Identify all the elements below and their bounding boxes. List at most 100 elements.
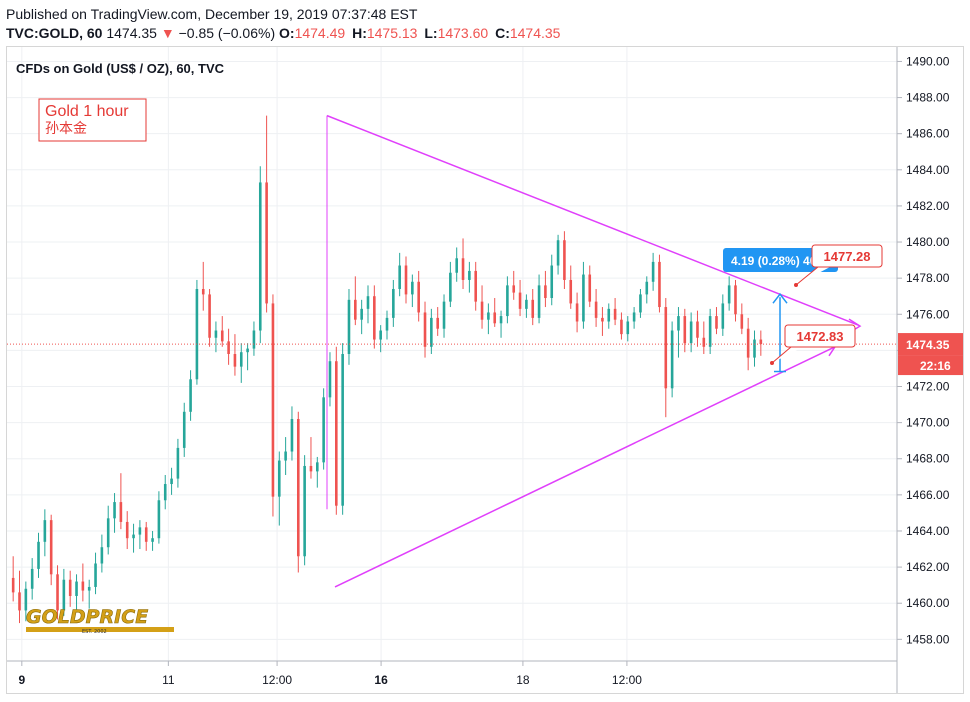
candle-body: [563, 240, 566, 280]
candle-body: [753, 339, 756, 358]
open-label: O:: [279, 25, 295, 41]
candle-body: [94, 563, 97, 587]
down-arrow-icon: ▼: [160, 25, 175, 41]
low-label: L:: [424, 25, 438, 41]
candle-body: [43, 520, 47, 542]
candle-body: [664, 307, 668, 389]
candle-body: [379, 330, 382, 340]
time-tick-label: 9: [18, 673, 25, 687]
candle-body: [493, 312, 497, 324]
candle-body: [176, 447, 180, 479]
high-value: 1475.13: [366, 25, 418, 41]
candle-body: [258, 182, 262, 331]
current-price-tag: [898, 333, 964, 356]
price-tick-label: 1458.00: [906, 632, 950, 646]
price-tick-label: 1480.00: [906, 235, 950, 249]
annotation-box[interactable]: Gold 1 hour 孙本金: [38, 98, 147, 142]
svg-text:EST. 2002: EST. 2002: [82, 629, 107, 635]
candle-body: [594, 301, 598, 318]
candle-body: [151, 538, 154, 542]
candle-body: [144, 527, 148, 542]
candle-body: [734, 285, 737, 315]
candle-body: [347, 299, 351, 354]
callout-anchor: [770, 361, 774, 365]
candle-body: [246, 348, 249, 353]
measure-arrow-icon: [772, 292, 788, 304]
candle-body: [442, 301, 446, 329]
candle-body: [449, 272, 452, 302]
candle-body: [702, 337, 706, 347]
price-tick-label: 1472.00: [906, 380, 950, 394]
candle-body: [518, 292, 522, 309]
price-label-text: 1477.28: [824, 249, 871, 264]
candle-body: [132, 534, 135, 539]
candle-body: [68, 579, 72, 596]
candle-body: [626, 321, 630, 335]
candle-body: [601, 317, 604, 322]
candle-body: [201, 288, 205, 295]
candle-body: [81, 581, 85, 591]
goldprice-logo: GOLDPRICE EST. 2002: [26, 606, 174, 635]
change-text: −0.85 (−0.06%): [178, 25, 276, 41]
measure-label: 4.19 (0.28%) 40: [731, 254, 817, 268]
measure-label-bg: [723, 248, 838, 272]
candle-body: [49, 520, 53, 575]
candle-body: [658, 261, 661, 308]
annotation-line1: Gold 1 hour: [45, 103, 129, 120]
candle-body: [182, 411, 186, 448]
candle-body: [106, 518, 110, 548]
price-tick-label: 1490.00: [906, 54, 950, 68]
candle-body: [296, 419, 300, 557]
price-tick-label: 1470.00: [906, 416, 950, 430]
candlestick-series: [11, 115, 763, 624]
time-tick-label: 12:00: [612, 673, 642, 687]
candle-body: [87, 586, 91, 591]
candle-body: [632, 312, 636, 322]
candle-body: [677, 316, 680, 331]
price-tick-label: 1464.00: [906, 524, 950, 538]
candle-body: [341, 354, 344, 506]
countdown-value: 22:16: [920, 359, 951, 373]
candle-body: [100, 547, 104, 564]
candle-body: [119, 502, 123, 522]
high-label: H:: [352, 25, 367, 41]
candle-body: [56, 574, 59, 611]
current-price-value: 1474.35: [906, 338, 950, 352]
candle-body: [233, 354, 237, 367]
candle-body: [316, 462, 319, 472]
candle-body: [544, 285, 547, 299]
candle-body: [575, 303, 579, 322]
candle-body: [404, 265, 408, 295]
annotation-line2: 孙本金: [45, 121, 87, 137]
candle-body: [366, 296, 370, 309]
open-value: 1474.49: [294, 25, 346, 41]
triangle-upper-line: [326, 114, 859, 326]
price-tick-label: 1476.00: [906, 307, 950, 321]
close-value: 1474.35: [509, 25, 561, 41]
candle-body: [208, 294, 211, 338]
price-tick-label: 1460.00: [906, 596, 950, 610]
candle-body: [411, 281, 414, 295]
candle-body: [651, 261, 655, 282]
chart-title: CFDs on Gold (US$ / OZ), 60, TVC: [16, 61, 225, 76]
candle-body: [322, 397, 325, 463]
candle-body: [512, 285, 516, 293]
svg-text:GOLDPRICE: GOLDPRICE: [26, 606, 148, 628]
candle-body: [195, 288, 199, 380]
candle-body: [189, 379, 192, 412]
candle-body: [430, 317, 433, 347]
candle-body: [759, 339, 763, 345]
candle-body: [525, 299, 528, 309]
price-tick-label: 1468.00: [906, 452, 950, 466]
candle-body: [271, 303, 275, 497]
candle-body: [18, 592, 21, 611]
callout-anchor: [794, 283, 798, 287]
candle-body: [556, 240, 560, 266]
price-axis: 1458.00 1460.00 1462.00 1464.00 1466.00 1468.…: [896, 47, 964, 693]
candle-body: [220, 330, 224, 342]
candle-body: [474, 270, 478, 302]
candle-body: [569, 279, 573, 304]
candle-body: [696, 321, 699, 338]
candle-body: [537, 285, 541, 318]
